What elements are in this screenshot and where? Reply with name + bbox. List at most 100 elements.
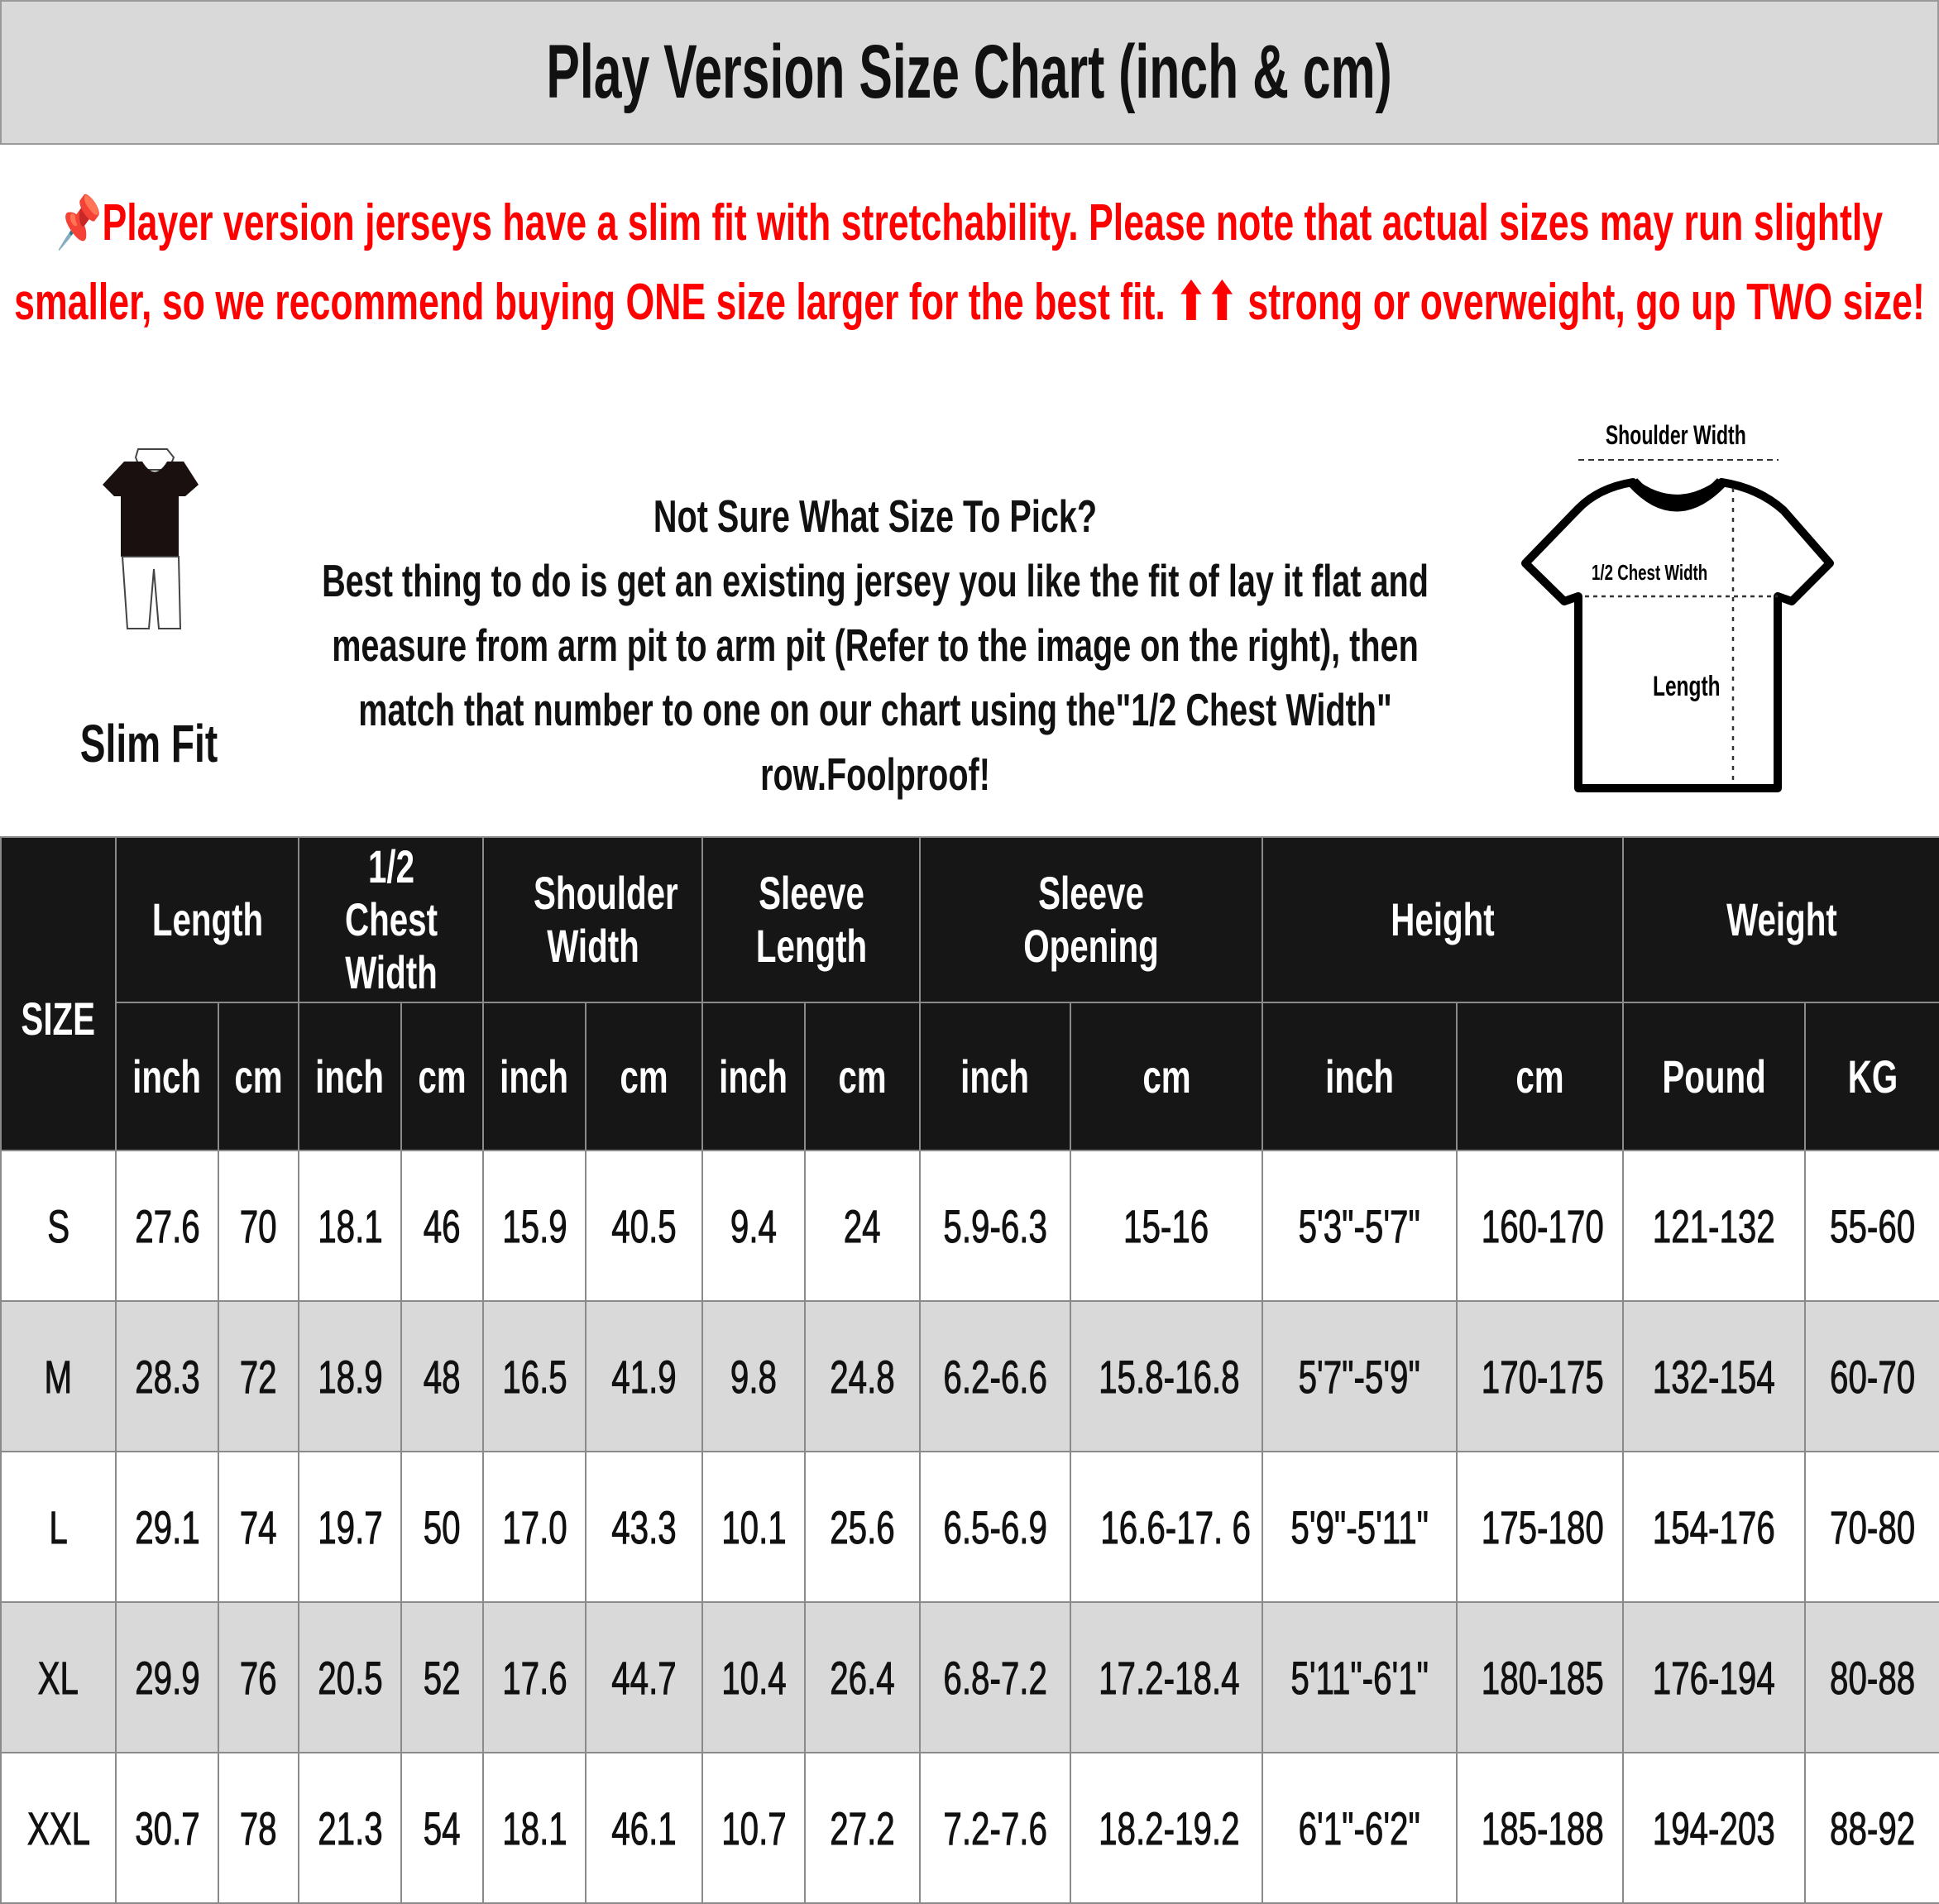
value-cell: 16.6-17. 6 [1070, 1451, 1263, 1603]
cell-text: 88-92 [1829, 1801, 1916, 1854]
shoulder-width-label: Shoulder Width [1606, 420, 1746, 450]
cell-text: 74 [240, 1500, 278, 1553]
size-row: S 27.6 70 18.1 46 15.9 40.5 9.4 24 5.9-6.3 15-16 5'… [0, 1150, 1939, 1302]
value-cell: 29.1 [115, 1451, 219, 1603]
value-cell: 27.2 [804, 1752, 921, 1904]
value-cell: 10.7 [701, 1752, 806, 1904]
cell-text: 27.6 [134, 1199, 200, 1252]
value-cell: 18.1 [482, 1752, 586, 1904]
value-cell: 170-175 [1456, 1300, 1624, 1452]
value-cell: 88-92 [1804, 1752, 1939, 1904]
value-cell: 5'11"-6'1" [1262, 1601, 1458, 1753]
cell-text: 7.2-7.6 [943, 1801, 1047, 1854]
value-cell: 44.7 [585, 1601, 703, 1753]
size-row: L 29.1 74 19.7 50 17.0 43.3 10.1 25.6 6.5-6.9 16.6… [0, 1451, 1939, 1603]
value-cell: 72 [218, 1300, 299, 1452]
size-cell: XL [0, 1601, 117, 1753]
unit-label: inch [500, 1050, 569, 1103]
unit-header: cm [585, 1002, 703, 1151]
cell-text: 5'3"-5'7" [1298, 1199, 1421, 1252]
cell-text: 78 [240, 1801, 278, 1854]
cell-text: 46.1 [611, 1801, 677, 1854]
column-group-header: Height [1262, 836, 1624, 1003]
value-cell: 6.5-6.9 [919, 1451, 1071, 1603]
cell-text: 6'1"-6'2" [1298, 1801, 1421, 1854]
column-group-label: Shoulder Width [533, 867, 678, 972]
unit-label: inch [1325, 1050, 1394, 1103]
cell-text: 160-170 [1481, 1199, 1604, 1252]
column-group-label: Height [1391, 893, 1495, 945]
value-cell: 5'9"-5'11" [1262, 1451, 1458, 1603]
cell-text: 30.7 [134, 1801, 200, 1854]
value-cell: 17.0 [482, 1451, 586, 1603]
cell-text: 18.1 [317, 1199, 383, 1252]
value-cell: 9.8 [701, 1300, 806, 1452]
cell-text: 76 [240, 1651, 278, 1704]
value-cell: 21.3 [298, 1752, 402, 1904]
cell-text: 72 [240, 1350, 278, 1403]
cell-text: 6.5-6.9 [943, 1500, 1047, 1553]
unit-label: cm [1515, 1050, 1564, 1103]
shirt-measurement-diagram: Shoulder Width 1/2 Chest Width Length [1521, 420, 1834, 792]
cell-text: 52 [424, 1651, 462, 1704]
value-cell: 50 [400, 1451, 484, 1603]
chest-width-label: 1/2 Chest Width [1592, 560, 1707, 585]
value-cell: 10.1 [701, 1451, 806, 1603]
value-cell: 7.2-7.6 [919, 1752, 1071, 1904]
value-cell: 10.4 [701, 1601, 806, 1753]
cell-text: 29.1 [134, 1500, 200, 1553]
cell-text: 28.3 [134, 1350, 200, 1403]
cell-text: 55-60 [1829, 1199, 1916, 1252]
value-cell: 74 [218, 1451, 299, 1603]
column-group-label: Weight [1726, 893, 1837, 945]
column-group-label: Length [151, 893, 263, 945]
column-group-header: Sleeve Opening [919, 836, 1263, 1003]
cell-text: M [44, 1350, 73, 1403]
value-cell: 55-60 [1804, 1150, 1939, 1302]
cell-text: S [47, 1199, 70, 1252]
size-row: M 28.3 72 18.9 48 16.5 41.9 9.8 24.8 6.2-6.6 15.8-… [0, 1300, 1939, 1452]
size-cell: S [0, 1150, 117, 1302]
unit-header: inch [298, 1002, 402, 1151]
unit-header: cm [804, 1002, 921, 1151]
cell-text: 6.2-6.6 [943, 1350, 1047, 1403]
value-cell: 5'3"-5'7" [1262, 1150, 1458, 1302]
size-cell: XXL [0, 1752, 117, 1904]
cell-text: 50 [424, 1500, 462, 1553]
guide-heading: Not Sure What Size To Pick? [653, 490, 1098, 542]
column-group-label: Sleeve Length [755, 867, 867, 972]
cell-text: 5'9"-5'11" [1290, 1500, 1429, 1553]
cell-text: 15.9 [501, 1199, 567, 1252]
cell-text: 9.4 [730, 1199, 778, 1252]
cell-text: 20.5 [317, 1651, 383, 1704]
cell-text: L [49, 1500, 68, 1553]
value-cell: 48 [400, 1300, 484, 1452]
unit-label: inch [960, 1050, 1030, 1103]
cell-text: 176-194 [1653, 1651, 1776, 1704]
unit-label: cm [418, 1050, 467, 1103]
value-cell: 52 [400, 1601, 484, 1753]
cell-text: 170-175 [1481, 1350, 1604, 1403]
cell-text: 16.5 [501, 1350, 567, 1403]
value-cell: 40.5 [585, 1150, 703, 1302]
unit-header: cm [218, 1002, 299, 1151]
value-cell: 180-185 [1456, 1601, 1624, 1753]
size-cell: M [0, 1300, 117, 1452]
unit-label: cm [620, 1050, 668, 1103]
cell-text: 180-185 [1481, 1651, 1604, 1704]
unit-header: cm [1456, 1002, 1624, 1151]
unit-header: inch [1262, 1002, 1458, 1151]
unit-label: Pound [1662, 1050, 1766, 1103]
cell-text: XL [37, 1651, 79, 1704]
value-cell: 78 [218, 1752, 299, 1904]
cell-text: 5.9-6.3 [943, 1199, 1047, 1252]
cell-text: 44.7 [611, 1651, 677, 1704]
page-title: Play Version Size Chart (inch & cm) [546, 30, 1393, 114]
value-cell: 46.1 [585, 1752, 703, 1904]
column-group-label: 1/2 Chest Width [344, 840, 438, 998]
unit-label: cm [1142, 1050, 1191, 1103]
cell-text: 46 [424, 1199, 462, 1252]
value-cell: 17.6 [482, 1601, 586, 1753]
value-cell: 194-203 [1622, 1752, 1806, 1904]
cell-text: 48 [424, 1350, 462, 1403]
